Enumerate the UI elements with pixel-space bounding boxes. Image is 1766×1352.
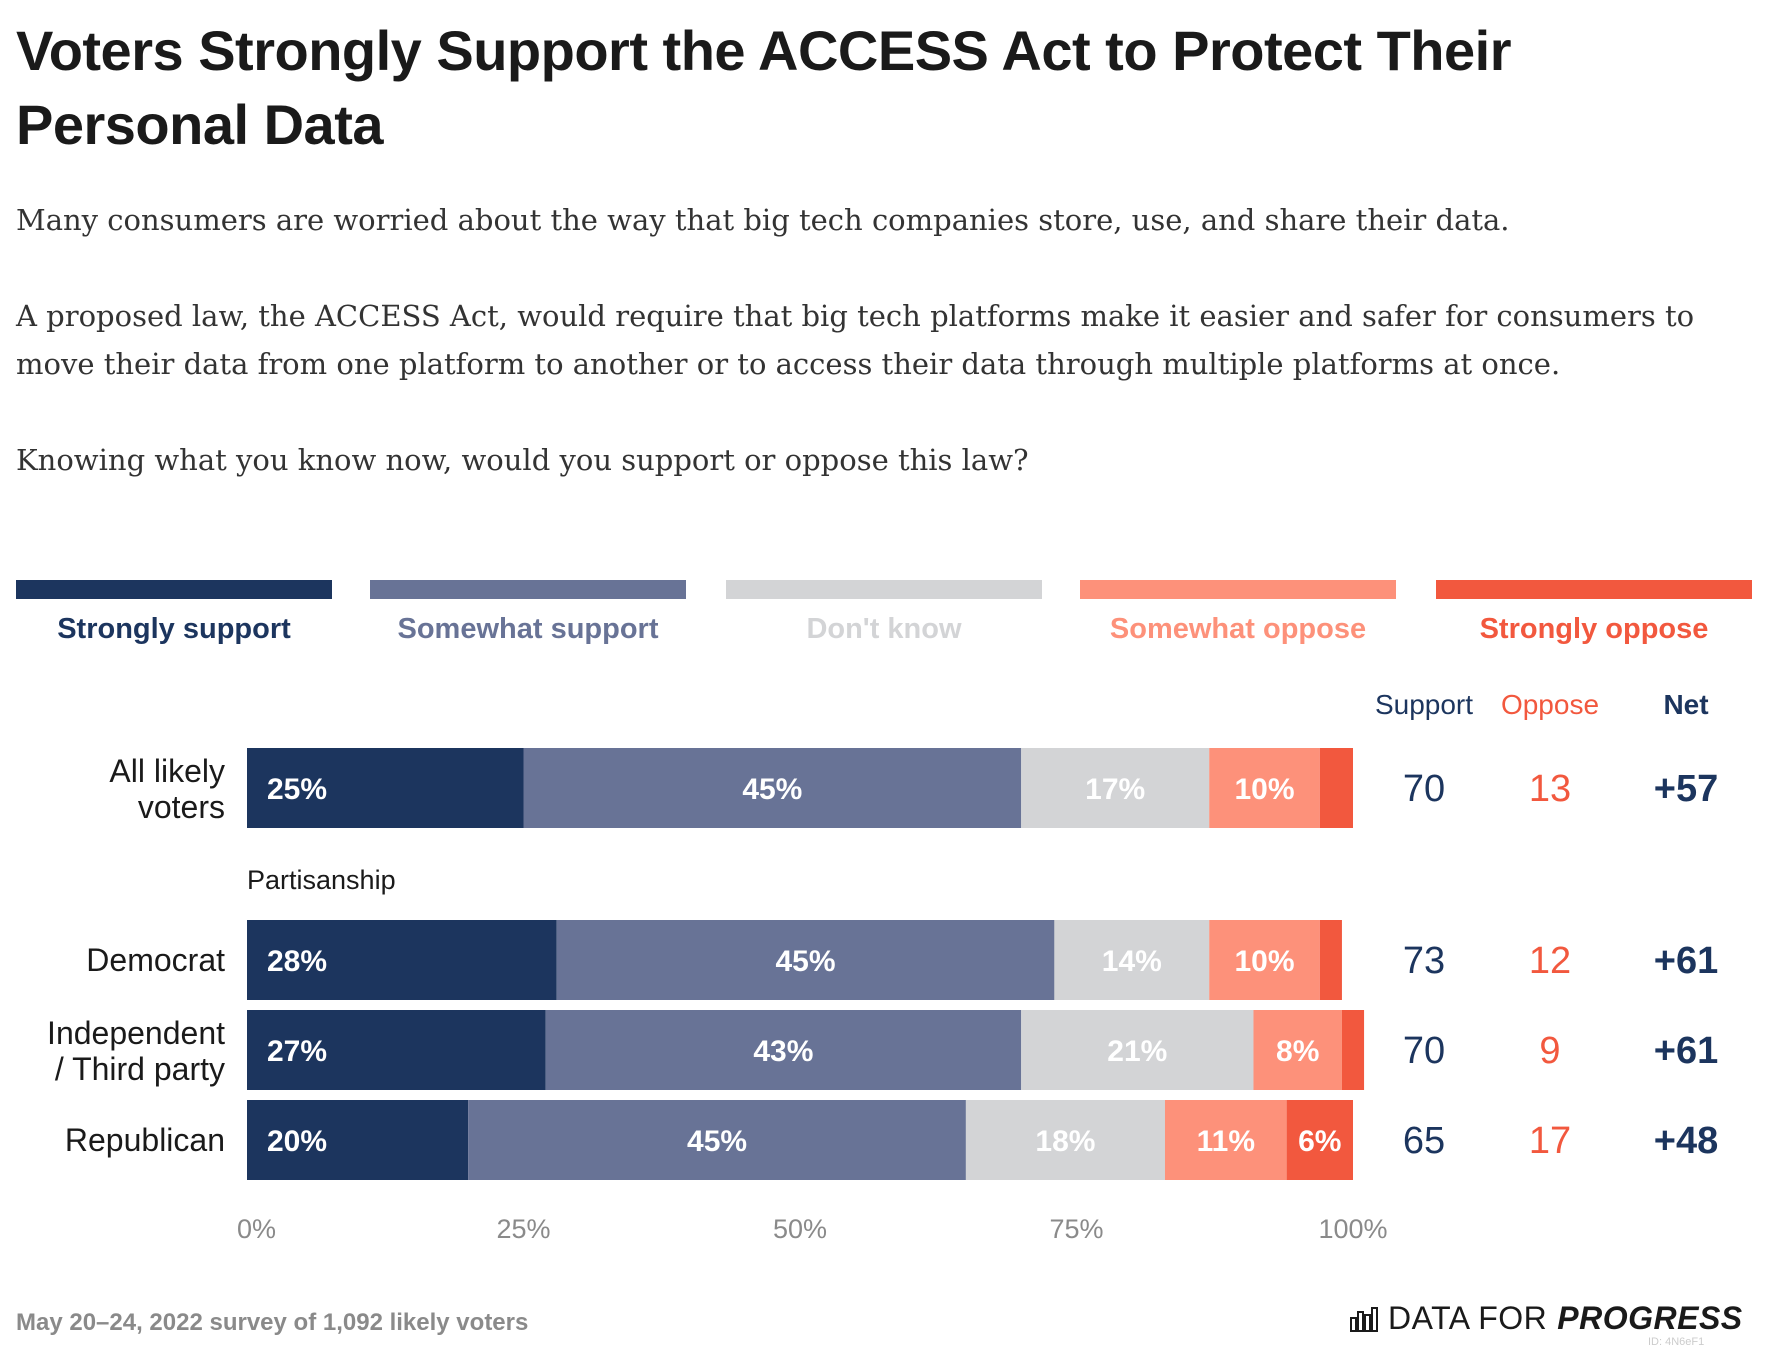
- x-tick-label: 75%: [1049, 1214, 1103, 1244]
- legend-item-don-t-know: Don't know: [726, 580, 1042, 646]
- data-label: 10%: [1234, 773, 1294, 806]
- legend-label: Strongly oppose: [1479, 613, 1709, 645]
- bar-segment: [247, 748, 524, 828]
- chart-id: ID: 4N6eF1: [1648, 1336, 1705, 1348]
- legend-label: Don't know: [806, 613, 962, 645]
- bar-segment: [1021, 748, 1210, 828]
- data-label: 6%: [1298, 1125, 1341, 1158]
- data-label: 18%: [1035, 1125, 1095, 1158]
- legend-item-strongly-support: Strongly support: [16, 580, 332, 646]
- bar-segment: [1319, 920, 1342, 1000]
- legend-label: Somewhat oppose: [1109, 613, 1367, 645]
- oppose-value: 9: [1539, 1030, 1560, 1072]
- bar-segment: [247, 920, 557, 1000]
- oppose-header: Oppose: [1501, 689, 1599, 720]
- data-label: 10%: [1234, 945, 1294, 978]
- brand-name-bold: PROGRESS: [1557, 1299, 1743, 1336]
- bar-segment: [545, 1010, 1022, 1090]
- data-label: 20%: [267, 1125, 327, 1158]
- bar-segment: [1164, 1100, 1287, 1180]
- legend-swatch: [1436, 580, 1752, 599]
- data-label: 45%: [742, 773, 802, 806]
- subtitle-question: Knowing what you know now, would you sup…: [16, 443, 1029, 477]
- bar-segment: [1253, 1010, 1342, 1090]
- bar-segment: [247, 1010, 546, 1090]
- net-value: +61: [1654, 940, 1718, 982]
- legend-swatch: [1080, 580, 1396, 599]
- bar-segment: [1209, 748, 1320, 828]
- bar-segment: [1286, 1100, 1353, 1180]
- net-header: Net: [1663, 689, 1708, 720]
- support-value: 65: [1403, 1120, 1445, 1162]
- bar-segment: [1341, 1010, 1365, 1090]
- data-label: 27%: [267, 1035, 327, 1068]
- source-note: May 20–24, 2022 survey of 1,092 likely v…: [16, 1309, 529, 1336]
- subtitle-paragraph-1: Many consumers are worried about the way…: [16, 203, 1510, 237]
- legend-item-somewhat-support: Somewhat support: [370, 580, 686, 646]
- support-value: 73: [1403, 940, 1445, 982]
- bar-segment: [1054, 920, 1210, 1000]
- net-value: +48: [1654, 1120, 1718, 1162]
- chart-legend: Strongly support Somewhat support Don't kn…: [16, 580, 1756, 660]
- legend-swatch: [726, 580, 1042, 599]
- bar-segment: [965, 1100, 1165, 1180]
- data-label: 28%: [267, 945, 327, 978]
- x-tick-label: 50%: [773, 1214, 827, 1244]
- bar-segment: [1319, 748, 1353, 828]
- support-header: Support: [1375, 689, 1473, 720]
- bar-segment: [468, 1100, 966, 1180]
- data-label: 45%: [687, 1125, 747, 1158]
- data-label: 14%: [1102, 945, 1162, 978]
- net-value: +57: [1654, 768, 1718, 810]
- legend-item-strongly-oppose: Strongly oppose: [1436, 580, 1752, 646]
- bar-segment: [556, 920, 1055, 1000]
- x-tick-label: 100%: [1318, 1214, 1387, 1244]
- x-tick-label: 25%: [496, 1214, 550, 1244]
- legend-swatch: [16, 580, 332, 599]
- category-label: Independent / Third party: [47, 1015, 225, 1087]
- oppose-value: 13: [1529, 768, 1571, 810]
- data-label: 45%: [776, 945, 836, 978]
- data-label: 17%: [1085, 773, 1145, 806]
- data-label: 8%: [1276, 1035, 1319, 1068]
- group-label-partisanship: Partisanship: [247, 865, 396, 895]
- category-label: All likely voters: [109, 753, 225, 825]
- category-label: Democrat: [86, 942, 225, 978]
- legend-item-somewhat-oppose: Somewhat oppose: [1080, 580, 1396, 646]
- chart-subtitle: Many consumers are worried about the way…: [16, 196, 1736, 484]
- legend-label: Somewhat support: [397, 613, 659, 645]
- data-label: 43%: [753, 1035, 813, 1068]
- subtitle-paragraph-2: A proposed law, the ACCESS Act, would re…: [16, 299, 1695, 381]
- legend-label: Strongly support: [57, 613, 291, 645]
- brand-logo: DATA FOR PROGRESS: [1350, 1298, 1743, 1338]
- x-tick-label: 0%: [237, 1214, 276, 1244]
- data-label: 25%: [267, 773, 327, 806]
- bar-segment: [247, 1100, 469, 1180]
- category-label: Republican: [65, 1122, 225, 1158]
- bar-segment: [523, 748, 1022, 828]
- chart-title: Voters Strongly Support the ACCESS Act t…: [16, 19, 1512, 156]
- data-label: 11%: [1197, 1125, 1255, 1158]
- data-label: 21%: [1107, 1035, 1167, 1068]
- bar-segment: [1209, 920, 1320, 1000]
- oppose-value: 12: [1529, 940, 1571, 982]
- net-value: +61: [1654, 1030, 1718, 1072]
- bar-segment: [1021, 1010, 1254, 1090]
- support-value: 70: [1403, 768, 1445, 810]
- brand-name-regular: DATA FOR: [1388, 1299, 1548, 1336]
- bar-chart-icon: [1350, 1307, 1378, 1332]
- support-value: 70: [1403, 1030, 1445, 1072]
- oppose-value: 17: [1529, 1120, 1571, 1162]
- legend-swatch: [370, 580, 686, 599]
